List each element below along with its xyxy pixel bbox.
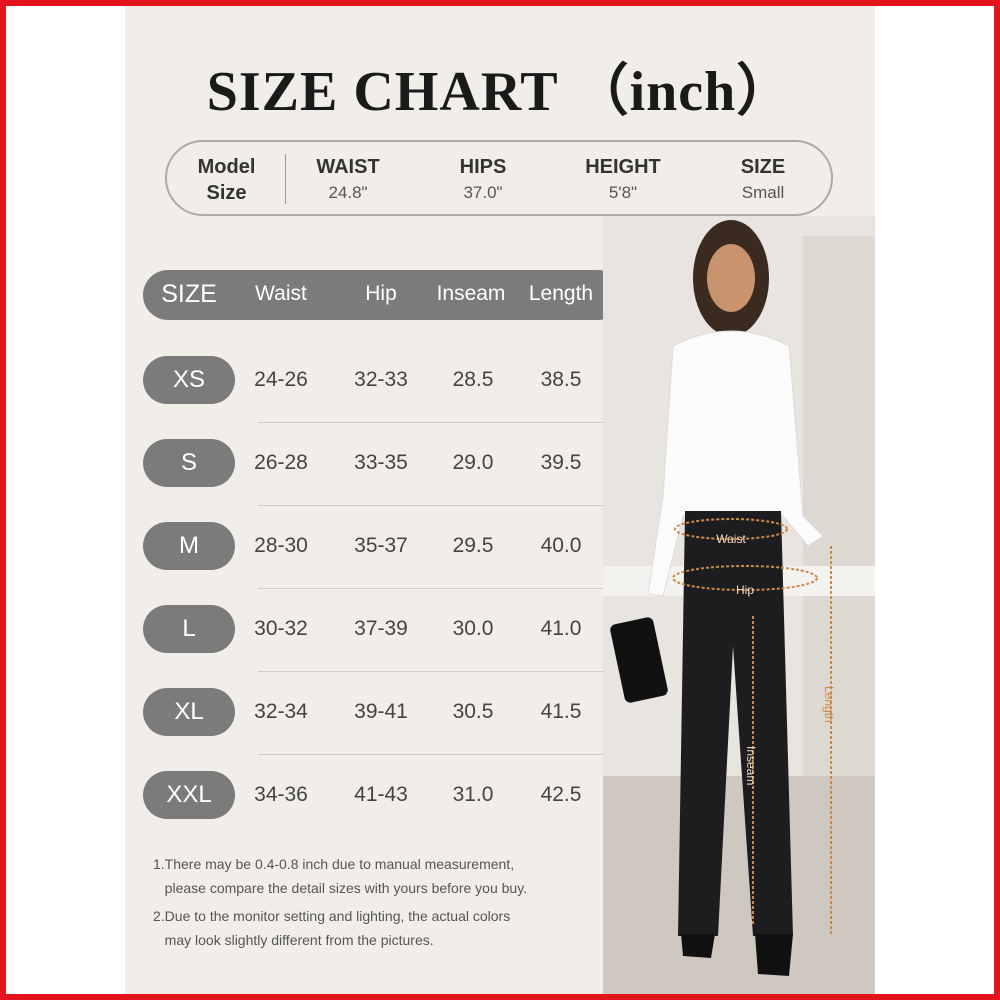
cell-waist: 24-26 [254, 368, 308, 391]
page-title: SIZE CHART （inch） [206, 61, 794, 123]
cell-inseam: 29.5 [452, 534, 494, 557]
cell-waist: 28-30 [254, 534, 308, 557]
model-size-label: Model Size [189, 154, 264, 206]
cell-inseam: 31.0 [452, 783, 494, 806]
white-shirt [647, 330, 824, 597]
waist-label: Waist [716, 532, 746, 546]
row-divider [258, 505, 613, 506]
cell-length: 39.5 [540, 451, 582, 474]
cell-waist: 30-32 [254, 617, 308, 640]
cell-hip: 33-35 [354, 451, 408, 474]
size-chart-panel: SIZE CHART （inch） Model Size WAIST 24.8" … [125, 6, 875, 994]
wall-panel [803, 236, 875, 776]
cell-hip: 39-41 [354, 700, 408, 723]
table-row: L 30-32 37-39 30.0 41.0 [143, 605, 603, 655]
model-col-value: 5'8" [608, 183, 638, 202]
row-divider [258, 422, 613, 423]
row-divider [258, 588, 613, 589]
note-line: please compare the detail sizes with you… [164, 880, 528, 896]
cell-waist: 26-28 [254, 451, 308, 474]
model-label-line2: Size [206, 182, 247, 204]
model-size-box: Model Size WAIST 24.8" HIPS 37.0" HEIGHT 5'… [165, 140, 833, 216]
header-size: SIZE [161, 280, 217, 308]
note-line: 2.Due to the monitor setting and lightin… [153, 908, 511, 924]
notes: 1.There may be 0.4-0.8 inch due to manua… [153, 852, 527, 956]
cell-inseam: 29.0 [452, 451, 494, 474]
model-size: SIZE Small [703, 154, 823, 206]
cell-waist: 32-34 [254, 700, 308, 723]
size-pill: XXL [143, 771, 235, 819]
table-row: XS 24-26 32-33 28.5 38.5 [143, 356, 603, 406]
note-line: 1.There may be 0.4-0.8 inch due to manua… [153, 856, 515, 872]
cell-hip: 37-39 [354, 617, 408, 640]
cell-length: 41.5 [540, 700, 582, 723]
cell-waist: 34-36 [254, 783, 308, 806]
inseam-label: Inseam [744, 746, 758, 785]
waist-measure [674, 518, 788, 540]
model-col-value: 37.0" [463, 183, 503, 202]
row-divider [258, 671, 613, 672]
cell-hip: 35-37 [354, 534, 408, 557]
model-waist: WAIST 24.8" [288, 154, 408, 206]
table-row: M 28-30 35-37 29.5 40.0 [143, 522, 603, 572]
model-label-line1: Model [197, 156, 256, 178]
header-inseam: Inseam [436, 282, 506, 305]
model-col-header: SIZE [740, 156, 786, 178]
shoes [681, 934, 793, 976]
model-col-header: WAIST [316, 156, 380, 178]
size-pill: XL [143, 688, 235, 736]
cell-inseam: 30.0 [452, 617, 494, 640]
cell-hip: 32-33 [354, 368, 408, 391]
size-pill: M [143, 522, 235, 570]
cell-length: 42.5 [540, 783, 582, 806]
row-divider [258, 754, 613, 755]
size-pill: L [143, 605, 235, 653]
cell-hip: 41-43 [354, 783, 408, 806]
model-height: HEIGHT 5'8" [563, 154, 683, 206]
hip-measure [672, 565, 818, 591]
cell-inseam: 28.5 [452, 368, 494, 391]
table-row: XXL 34-36 41-43 31.0 42.5 [143, 771, 603, 821]
cell-length: 40.0 [540, 534, 582, 557]
length-label: Length [822, 686, 836, 723]
note-2: 2.Due to the monitor setting and lightin… [153, 904, 527, 952]
table-header: SIZE Waist Hip Inseam Length [143, 270, 623, 320]
face [707, 244, 755, 312]
table-row: XL 32-34 39-41 30.5 41.5 [143, 688, 603, 738]
cell-length: 38.5 [540, 368, 582, 391]
black-pants [678, 511, 793, 936]
cell-length: 41.0 [540, 617, 582, 640]
note-line: may look slightly different from the pic… [164, 932, 434, 948]
model-col-value: Small [741, 183, 785, 202]
cell-inseam: 30.5 [452, 700, 494, 723]
header-hip: Hip [365, 282, 397, 305]
model-col-header: HIPS [459, 156, 507, 178]
note-1: 1.There may be 0.4-0.8 inch due to manua… [153, 852, 527, 900]
header-waist: Waist [255, 282, 307, 305]
table-row: S 26-28 33-35 29.0 39.5 [143, 439, 603, 489]
size-pill: S [143, 439, 235, 487]
floor [603, 776, 875, 994]
header-length: Length [528, 282, 594, 305]
hip-label: Hip [736, 583, 754, 597]
model-hips: HIPS 37.0" [423, 154, 543, 206]
model-col-header: HEIGHT [585, 156, 661, 178]
divider [285, 154, 286, 204]
model-photo: Waist Hip Inseam Length [603, 216, 875, 994]
model-col-value: 24.8" [328, 183, 368, 202]
clutch-bag [610, 617, 668, 703]
size-pill: XS [143, 356, 235, 404]
